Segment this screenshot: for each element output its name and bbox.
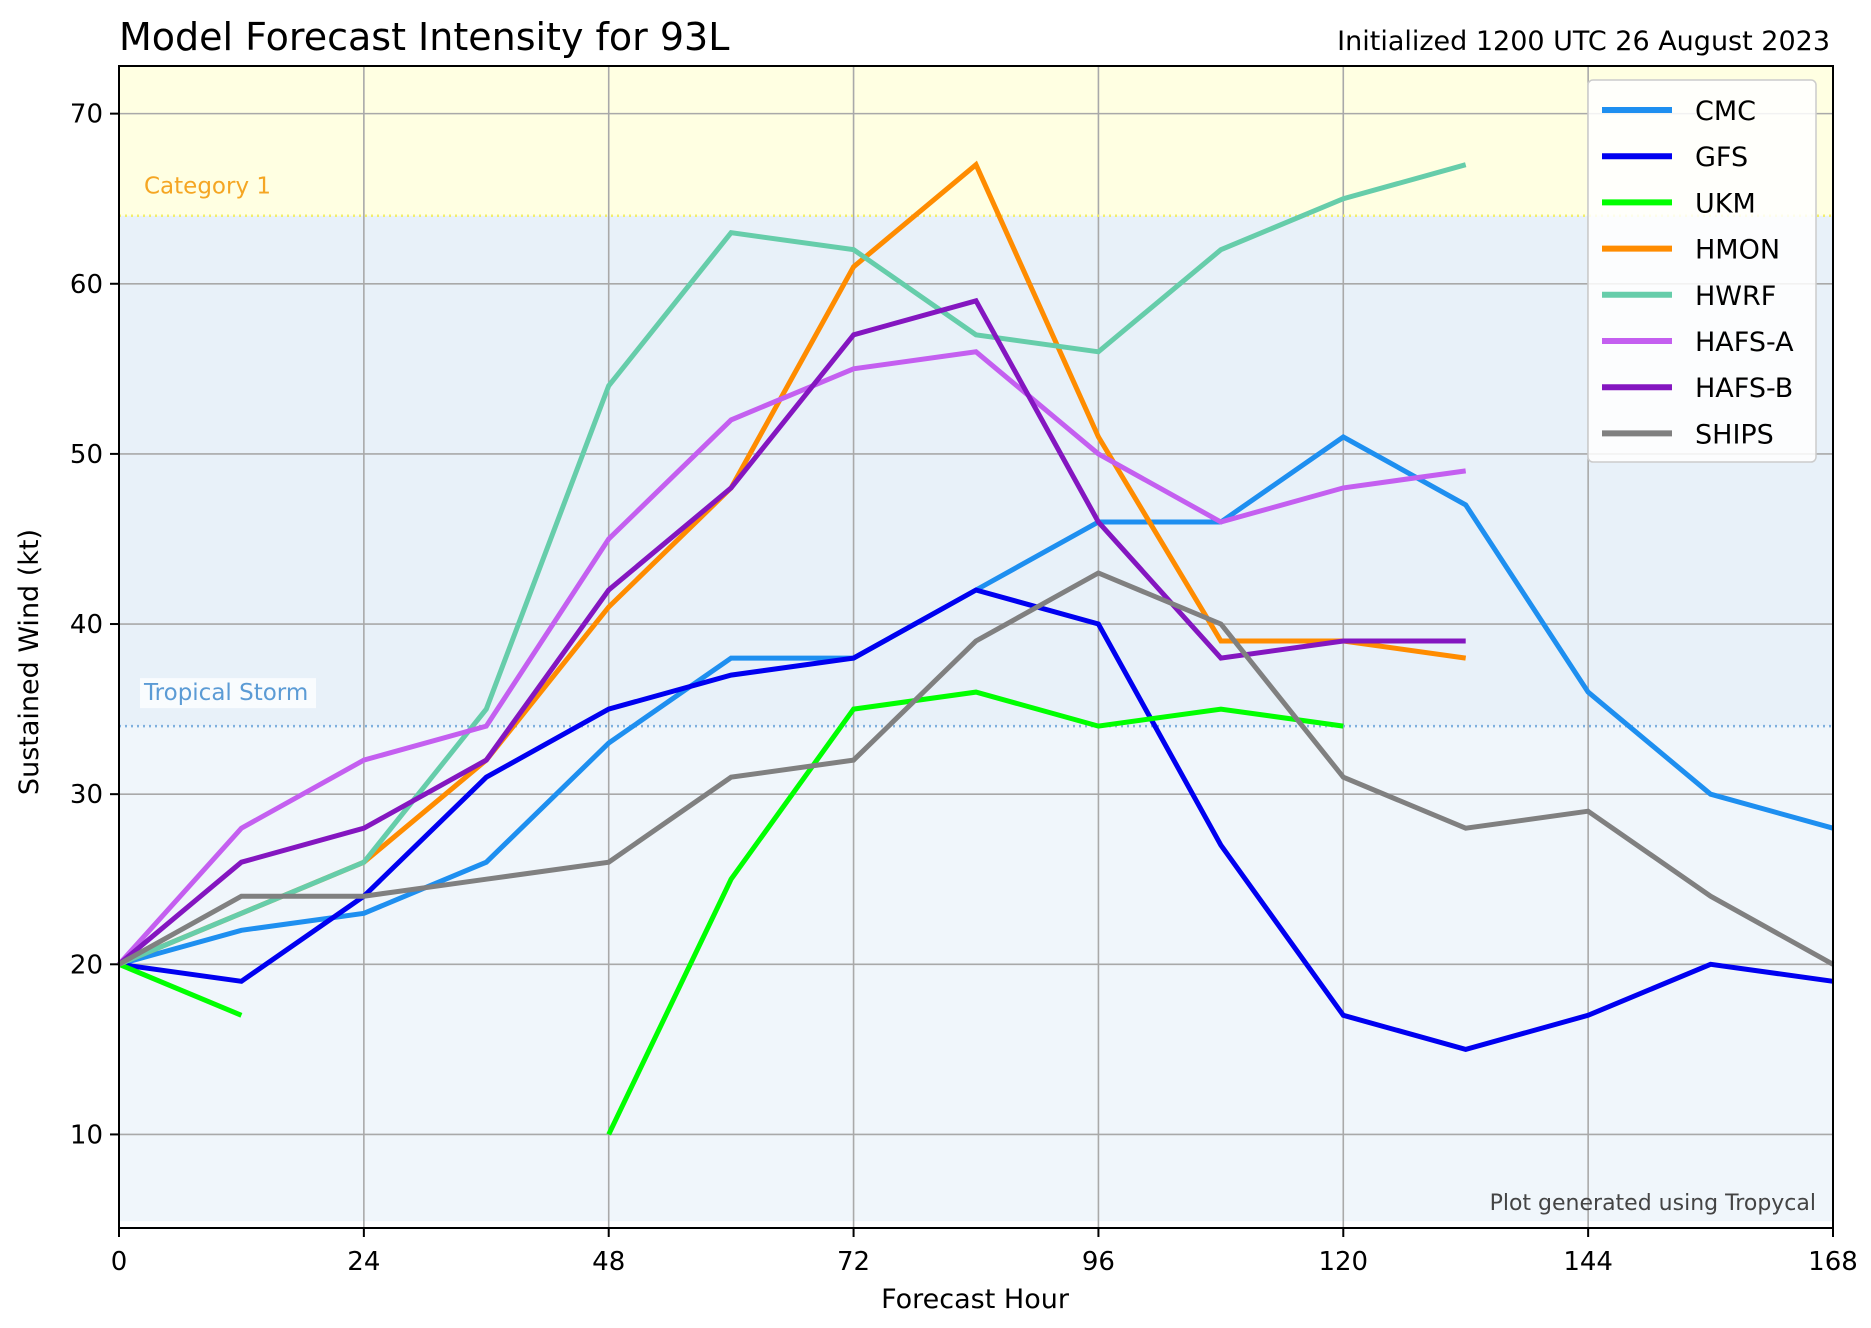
category1-label: Category 1 <box>144 174 271 200</box>
init-time: Initialized 1200 UTC 26 August 2023 <box>1337 26 1830 57</box>
y-tick-label-70: 70 <box>70 100 103 130</box>
y-tick-label-10: 10 <box>70 1120 103 1150</box>
tropical-storm-label: Tropical Storm <box>143 680 308 706</box>
x-tick-label-168: 168 <box>1808 1247 1858 1277</box>
credit-text: Plot generated using Tropycal <box>1490 1191 1816 1216</box>
y-tick-label-40: 40 <box>70 610 103 640</box>
series-line-hafs-b <box>117 297 1466 967</box>
series-line-ukm-2 <box>606 689 1344 1136</box>
legend-label-hwrf: HWRF <box>1695 281 1776 312</box>
x-tick-label-0: 0 <box>111 1247 128 1277</box>
series-line-gfs <box>118 587 1834 1052</box>
legend: CMC GFS UKM HMON HWRF HAFS-A HAFS-B SHIPS <box>1587 79 1817 463</box>
x-axis-label: Forecast Hour <box>881 1284 1070 1315</box>
series-line-ships <box>117 570 1835 967</box>
x-tick-label-144: 144 <box>1563 1247 1613 1277</box>
y-axis-label: Sustained Wind (kt) <box>14 529 45 795</box>
depression-band <box>119 726 1833 1222</box>
legend-label-hmon: HMON <box>1695 235 1780 266</box>
x-tick-label-72: 72 <box>837 1247 870 1277</box>
y-tick-label-20: 20 <box>70 950 103 980</box>
threshold-lines: Category 1 Tropical Storm <box>119 174 1833 728</box>
legend-label-ukm: UKM <box>1695 188 1756 219</box>
series-line-hafs-a <box>117 349 1467 966</box>
grid-lines <box>118 66 1834 1228</box>
y-tick-label-50: 50 <box>70 440 103 470</box>
legend-label-hafs-b: HAFS-B <box>1695 373 1793 404</box>
x-tick-label-48: 48 <box>592 1247 625 1277</box>
chart-title: Model Forecast Intensity for 93L <box>119 15 729 59</box>
x-tick-label-24: 24 <box>347 1247 380 1277</box>
legend-label-cmc: CMC <box>1695 96 1756 127</box>
y-axis-ticks: 10 20 30 40 50 60 70 <box>70 100 119 1150</box>
x-tick-label-120: 120 <box>1318 1247 1368 1277</box>
legend-label-hafs-a: HAFS-A <box>1695 327 1794 358</box>
x-tick-label-96: 96 <box>1082 1247 1115 1277</box>
y-tick-label-60: 60 <box>70 270 103 300</box>
series-line-hwrf <box>118 162 1467 967</box>
y-tick-label-30: 30 <box>70 780 103 810</box>
category1-band <box>119 66 1833 216</box>
legend-box <box>1587 79 1817 463</box>
tropical-storm-label-bg <box>140 678 316 709</box>
tropical-storm-band <box>119 215 1833 727</box>
plot-frame <box>118 65 1834 1229</box>
series-line-ukm-1 <box>118 961 243 1018</box>
x-axis-ticks: 0 24 48 72 96 120 144 168 <box>111 1228 1858 1277</box>
legend-label-gfs: GFS <box>1695 142 1748 173</box>
series-group <box>117 160 1835 1136</box>
legend-label-ships: SHIPS <box>1695 419 1774 450</box>
